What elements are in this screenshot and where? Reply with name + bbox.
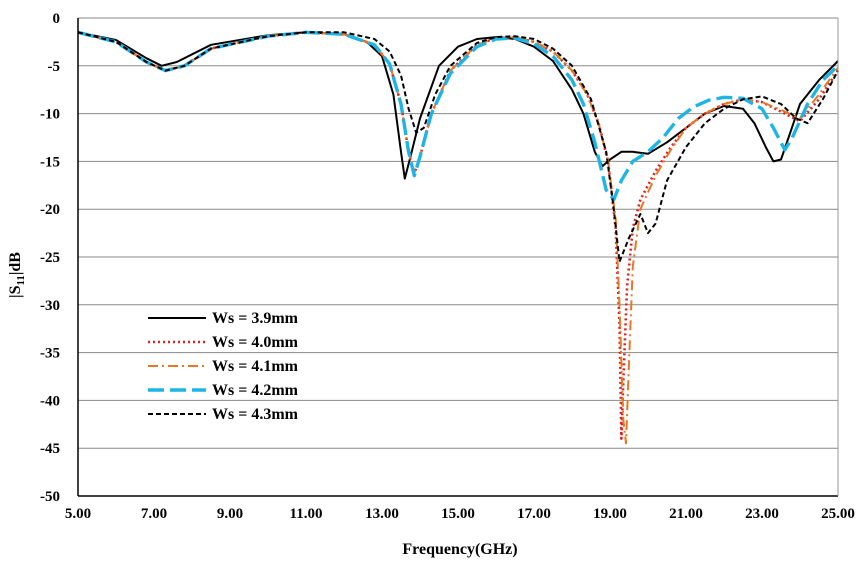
- series-lines: [77, 30, 840, 445]
- y-tick-label: 0: [53, 11, 61, 27]
- x-tick-label: 11.00: [290, 506, 323, 522]
- y-tick-label: -35: [40, 346, 60, 362]
- x-tick-label: 25.00: [821, 506, 855, 522]
- series-line-5: [77, 31, 839, 263]
- y-axis-title: |S11|dB: [7, 252, 27, 298]
- series-line-2: [77, 30, 840, 440]
- y-axis-title-prefix: |S: [7, 285, 24, 298]
- gridlines: [78, 17, 838, 449]
- legend-item: Ws = 4.1mm: [148, 358, 299, 375]
- x-tick-label: 5.00: [65, 506, 91, 522]
- y-tick-label: -40: [40, 393, 60, 409]
- series-line-4: [77, 30, 840, 202]
- series-line-3: [77, 31, 839, 445]
- x-axis-title: Frequency(GHz): [402, 541, 517, 558]
- legend-label: Ws = 3.9mm: [212, 310, 299, 327]
- y-tick-label: -20: [40, 202, 60, 218]
- x-tick-label: 13.00: [365, 506, 399, 522]
- legend-label: Ws = 4.2mm: [212, 382, 299, 399]
- legend-label: Ws = 4.1mm: [212, 358, 299, 375]
- x-tick-label: 19.00: [593, 506, 627, 522]
- y-axis-title-suffix: |dB: [7, 252, 24, 275]
- y-tick-label: -50: [40, 489, 60, 505]
- x-tick-label: 15.00: [441, 506, 475, 522]
- x-tick-labels: 5.00 7.00 9.00 11.00 13.00 15.00 17.00 19.00 21.…: [65, 506, 855, 522]
- y-tick-label: -30: [40, 298, 60, 314]
- axes: [77, 18, 839, 497]
- legend-item: Ws = 4.0mm: [148, 334, 299, 351]
- x-tick-label: 7.00: [141, 506, 167, 522]
- legend: Ws = 3.9mm Ws = 4.0mm Ws = 4.1mm Ws = 4.2mm…: [148, 310, 299, 423]
- legend-label: Ws = 4.0mm: [212, 334, 299, 351]
- x-tick-label: 17.00: [517, 506, 551, 522]
- x-tick-label: 21.00: [669, 506, 703, 522]
- legend-label: Ws = 4.3mm: [212, 406, 299, 423]
- y-tick-labels: 0 -5 -10 -15 -20 -25 -30 -35 -40 -45 -50: [40, 11, 60, 505]
- x-tick-label: 23.00: [745, 506, 779, 522]
- y-tick-label: -10: [40, 107, 60, 123]
- x-tick-label: 9.00: [217, 506, 243, 522]
- y-tick-label: -45: [40, 441, 60, 457]
- y-tick-label: -15: [40, 154, 60, 170]
- y-tick-label: -5: [48, 59, 61, 75]
- y-tick-label: -25: [40, 250, 60, 266]
- legend-item: Ws = 3.9mm: [148, 310, 299, 327]
- y-axis-title-subscript: 11: [15, 275, 27, 285]
- legend-item: Ws = 4.3mm: [148, 406, 299, 423]
- legend-item: Ws = 4.2mm: [148, 382, 299, 399]
